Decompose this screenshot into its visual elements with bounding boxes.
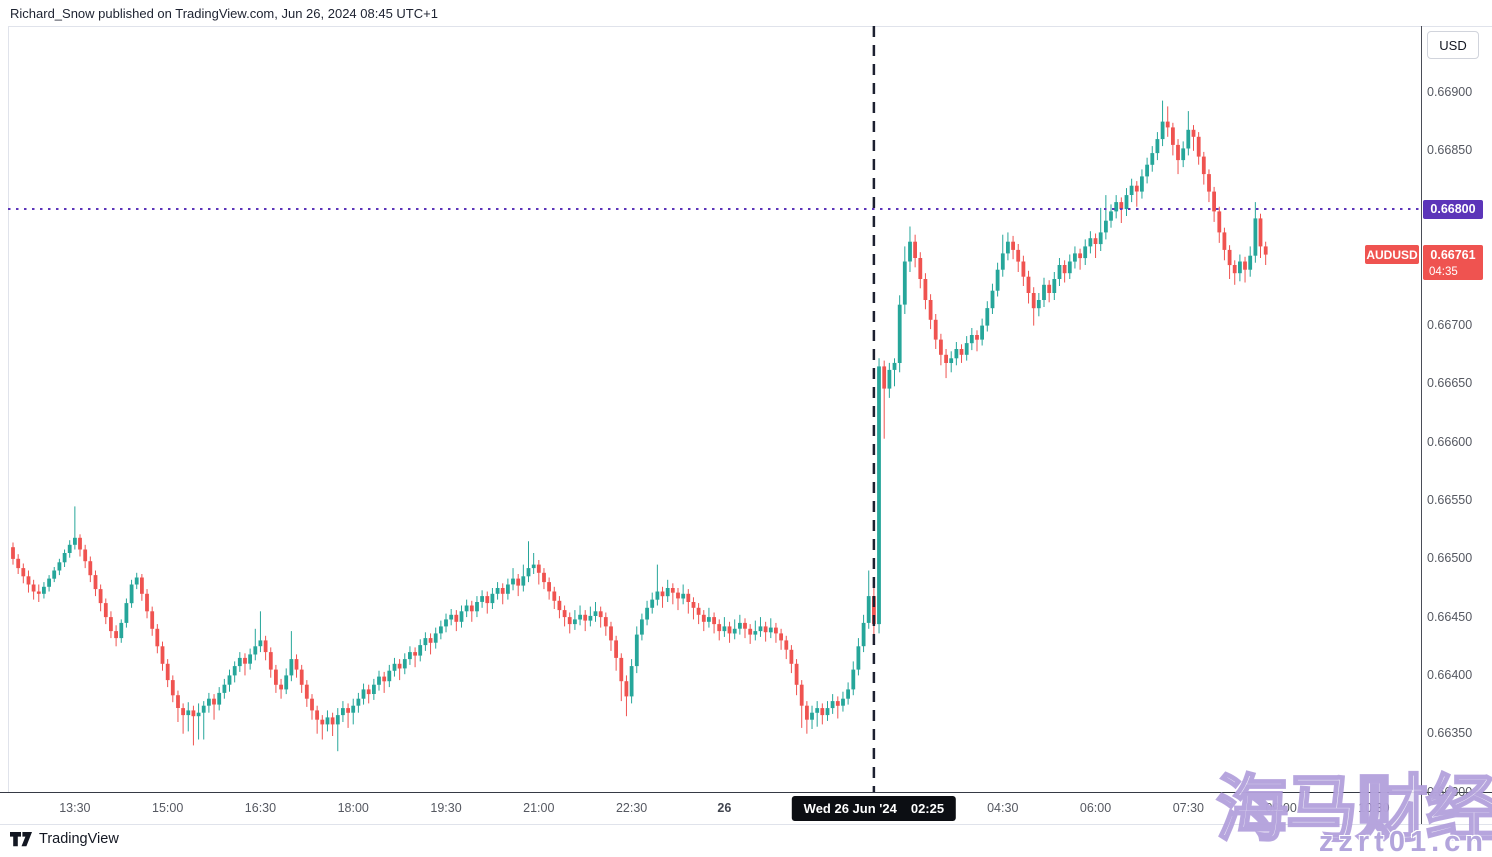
attribution-text: Richard_Snow published on TradingView.co…	[10, 6, 438, 21]
price-axis-label: 0.66400	[1427, 667, 1473, 682]
time-axis-label: 19:30	[430, 801, 462, 815]
price-axis-label: 0.66600	[1427, 434, 1473, 449]
time-axis-label: 06:00	[1079, 801, 1112, 815]
time-axis-label: 10:30	[1358, 801, 1390, 815]
price-axis-separator	[1421, 26, 1422, 825]
price-axis-label: 0.66550	[1427, 493, 1473, 508]
time-axis-label: 15:00	[152, 801, 184, 815]
event-date: Wed 26 Jun '24	[803, 801, 897, 816]
pane-border-top	[8, 26, 1492, 27]
price-axis-label: 0.66500	[1427, 551, 1473, 566]
pane-border-left	[8, 26, 9, 792]
last-price-chip: 0.66761 04:35	[1423, 245, 1483, 281]
footer-separator	[0, 824, 1492, 825]
time-axis-label: 07:30	[1172, 801, 1204, 815]
price-axis-label: 0.66350	[1427, 726, 1473, 741]
currency-toggle-button[interactable]: USD	[1427, 31, 1479, 59]
time-axis-label: 04:30	[987, 801, 1019, 815]
price-axis-label: 0.66300	[1427, 784, 1473, 799]
tradingview-attribution[interactable]: TradingView	[10, 831, 119, 847]
alert-level-price-chip: 0.66800	[1423, 199, 1483, 219]
event-time: 02:25	[910, 801, 945, 816]
watermark-site-name: 海马财经	[1215, 769, 1492, 852]
price-axis-label: 0.66700	[1427, 318, 1473, 333]
time-axis-label: 22:30	[615, 801, 648, 815]
price-axis-label: 0.66450	[1427, 609, 1473, 624]
time-axis-label: 09:00	[1265, 801, 1297, 815]
time-axis-label: 26	[717, 801, 732, 815]
watermark-site-url: zzrt01.cn	[1318, 826, 1488, 857]
tradingview-wordmark: TradingView	[39, 831, 119, 847]
price-axis-label: 0.66850	[1427, 143, 1473, 158]
event-date-tooltip: Wed 26 Jun '24 02:25	[791, 796, 957, 821]
last-price-value: 0.66761	[1430, 247, 1476, 262]
symbol-label-chip: AUDUSD	[1365, 245, 1419, 265]
time-axis-label: 18:00	[337, 801, 369, 815]
time-axis-label: 16:30	[244, 801, 277, 815]
alert-level-value: 0.66800	[1430, 202, 1476, 217]
pane-border-bottom	[0, 792, 1492, 793]
tradingview-logo-icon	[10, 831, 32, 847]
price-axis-label: 0.66650	[1427, 376, 1473, 391]
price-axis-label: 0.66900	[1427, 84, 1473, 99]
time-axis-label: 13:30	[59, 801, 91, 815]
candle-countdown: 04:35	[1429, 266, 1458, 279]
time-axis-label: 21:00	[523, 801, 555, 815]
